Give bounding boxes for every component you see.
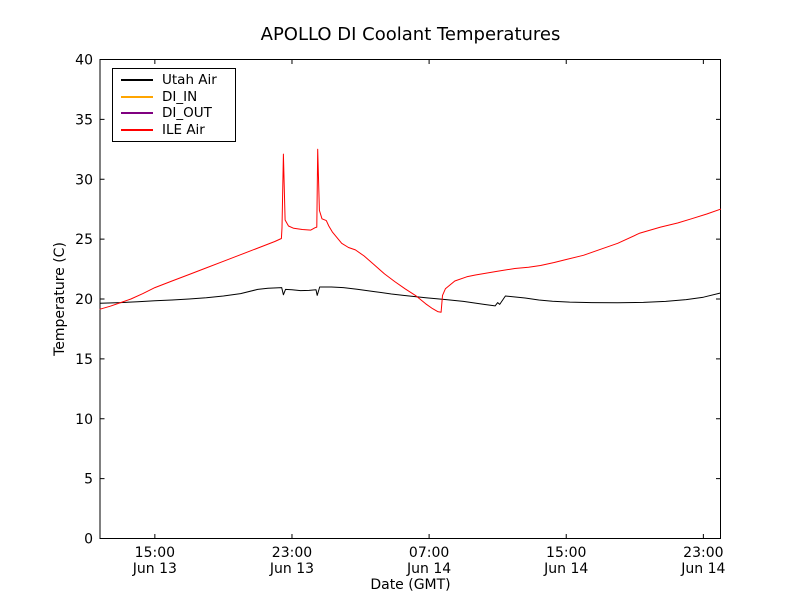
y-tick-label: 20 [75,292,93,308]
y-tick-label: 35 [75,112,93,128]
x-tick-label-time: 07:00 [409,545,449,561]
x-tick-label-time: 23:00 [272,545,312,561]
legend-label: ILE Air [162,121,205,138]
legend-entry: Utah Air [113,72,235,89]
x-tick-label-time: 15:00 [135,545,175,561]
x-axis-title: Date (GMT) [370,577,451,593]
y-tick-label: 30 [75,172,93,188]
x-tick-label-date: Jun 14 [680,561,725,577]
legend-entry: DI_OUT [113,105,235,122]
y-tick-label: 15 [75,352,93,368]
series-line-ile-air [99,148,721,313]
x-tick-label-date: Jun 14 [543,561,588,577]
legend-line-sample [121,112,153,115]
y-tick-label: 40 [75,53,93,69]
legend-box: Utah Air DI_IN DI_OUT ILE Air [112,68,236,142]
chart-title: APOLLO DI Coolant Temperatures [260,24,561,45]
y-tick-label: 0 [84,532,93,548]
legend-label: DI_IN [162,88,198,105]
legend-line-sample [121,128,153,131]
legend-line-sample [121,79,153,82]
y-axis-title: Temperature (C) [52,242,68,356]
y-tick-label: 25 [75,232,93,248]
x-tick-label-date: Jun 13 [132,561,177,577]
y-axis-ticks: 0 5 10 15 20 25 30 35 40 [75,53,721,548]
legend-line-sample [121,95,153,98]
x-tick-label-time: 15:00 [546,545,586,561]
y-tick-label: 5 [84,472,93,488]
x-tick-label-date: Jun 13 [269,561,314,577]
legend-entry: ILE Air [113,122,235,139]
legend-label: DI_OUT [162,105,212,121]
legend-label: Utah Air [162,72,217,88]
x-tick-label-time: 23:00 [683,545,723,561]
series-line-utah-air [99,286,721,307]
y-tick-label: 10 [75,412,93,428]
legend-entry: DI_IN [113,89,235,106]
x-tick-label-date: Jun 14 [406,561,451,577]
